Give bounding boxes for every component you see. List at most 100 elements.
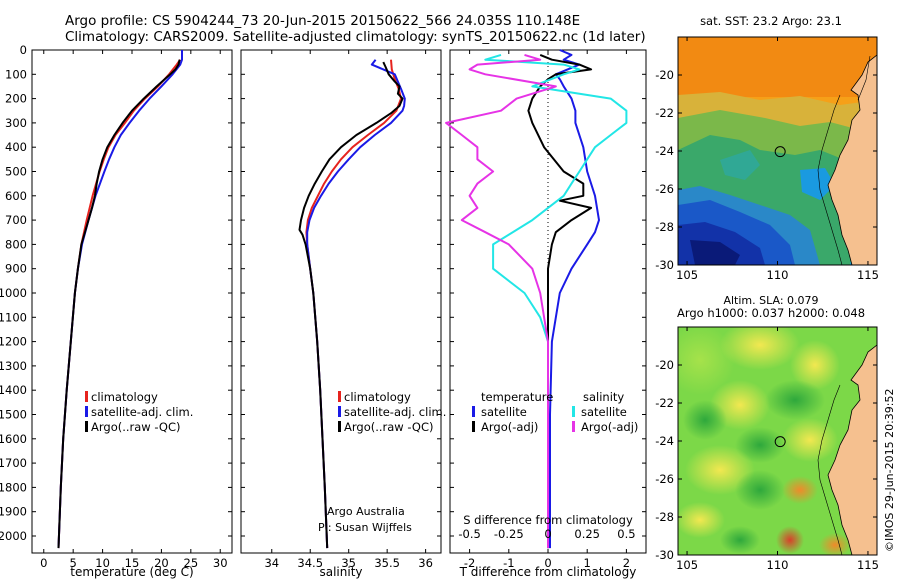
s-tick-label: 0.25 [574, 527, 600, 541]
series-line-argo-raw-qc- [57, 59, 181, 549]
legend-swatch-argo [338, 421, 341, 432]
sla-map: Altim. SLA: 0.079 Argo h1000: 0.037 h200… [655, 294, 879, 572]
argo-float-location-marker [774, 436, 786, 448]
y-tick-label: 200 [5, 92, 27, 106]
y-tick-label: 600 [5, 189, 27, 203]
legend-label-climatology: climatology [91, 390, 158, 404]
x-tick-label: 25 [184, 556, 199, 570]
sla-map-title: Altim. SLA: 0.079 [723, 294, 818, 307]
salinity-x-axis: 34 34.5 35 35.5 36 [264, 50, 433, 570]
legend-label-argo: Argo(..raw -QC) [91, 420, 181, 434]
difference-legend: temperature salinity satellite Argo(-adj… [472, 390, 638, 434]
argo-australia-note: Argo Australia [327, 505, 405, 518]
x-tick-label: 30 [213, 556, 228, 570]
temperature-x-label: temperature (deg C) [70, 565, 193, 579]
y-tick-label: 400 [5, 140, 27, 154]
x-tick-label: 0 [40, 556, 47, 570]
x-tick-label: 36 [418, 556, 433, 570]
argo-float-location-marker [774, 146, 786, 158]
y-tick-label: 500 [5, 164, 27, 178]
map-y-tick-label: -22 [655, 106, 674, 120]
y-tick-label: 1000 [0, 286, 27, 300]
australia-coast-land [827, 54, 877, 265]
salinity-series [298, 59, 406, 549]
x-tick-label: -2 [464, 556, 475, 570]
imos-credit: ©IMOS 29-Jun-2015 20:39:52 [883, 388, 896, 552]
y-tick-label: 1800 [0, 480, 27, 494]
temperature-legend: climatology satellite-adj. clim. Argo(..… [85, 390, 193, 434]
difference-x-axis: -2 -1 0 1 2 [464, 50, 630, 570]
temperature-series [57, 50, 183, 549]
y-tick-label: 1600 [0, 432, 27, 446]
depth-axis: 0 100 200 300 400 500 600 700 800 900 1000 1100 1200… [0, 43, 232, 543]
y-tick-label: 700 [5, 213, 27, 227]
x-tick-label: -1 [503, 556, 514, 570]
series-line-salinity-satellite [484, 53, 628, 549]
map-y-tick-label: -30 [655, 258, 674, 272]
legend-label-temp-satellite: satellite [481, 405, 527, 419]
legend-header-temperature: temperature [481, 390, 553, 404]
s-tick-label: 0 [544, 527, 551, 541]
legend-swatch-argo [85, 421, 88, 432]
pi-note: PI: Susan Wijffels [318, 521, 412, 534]
sst-map: sat. SST: 23.2 Argo: 23.1 105 110 115 -20 -2… [655, 14, 879, 282]
legend-label-sal-argo: Argo(-adj) [581, 420, 638, 434]
map-y-tick-label: -26 [655, 182, 674, 196]
map-x-tick-label: 105 [676, 558, 698, 572]
temperature-axes-frame [31, 49, 233, 554]
sst-map-title: sat. SST: 23.2 Argo: 23.1 [700, 14, 842, 28]
s-tick-label: 0.5 [617, 527, 635, 541]
y-tick-label: 1700 [0, 456, 27, 470]
salinity-legend: climatology satellite-adj. clim. Argo(..… [338, 390, 446, 434]
map-x-tick-label: 110 [767, 558, 789, 572]
map-x-tick-label: 115 [857, 268, 879, 282]
salinity-panel: 34 34.5 35 35.5 36 climatology satellite-adj… [240, 49, 446, 579]
x-tick-label: 20 [154, 556, 169, 570]
y-tick-label: 1100 [0, 310, 27, 324]
legend-swatch-satellite-adj [338, 406, 341, 417]
map-y-tick-label: -20 [655, 358, 674, 372]
temperature-panel: 0100200300400500600700800900100011001200… [0, 43, 233, 579]
x-tick-label: 34 [264, 556, 279, 570]
salinity-y-ticks [241, 49, 441, 537]
y-tick-label: 1200 [0, 335, 27, 349]
y-tick-label: 1400 [0, 383, 27, 397]
legend-swatch-temp-argo [472, 421, 475, 432]
y-tick-label: 100 [5, 67, 27, 81]
x-tick-label: 2 [623, 556, 630, 570]
map-y-tick-label: -24 [655, 434, 674, 448]
y-tick-label: 1900 [0, 505, 27, 519]
x-tick-label: 5 [70, 556, 77, 570]
x-tick-label: 10 [95, 556, 110, 570]
legend-swatch-sal-satellite [572, 406, 575, 417]
map-y-tick-label: -28 [655, 510, 674, 524]
x-tick-label: 0 [544, 556, 551, 570]
legend-label-climatology: climatology [344, 390, 411, 404]
legend-swatch-temp-satellite [472, 406, 475, 417]
x-tick-label: 15 [125, 556, 140, 570]
figure-title-line-2: Climatology: CARS2009. Satellite-adjuste… [65, 29, 646, 45]
map-x-tick-label: 115 [857, 558, 879, 572]
y-tick-label: 800 [5, 237, 27, 251]
difference-y-ticks [450, 49, 646, 537]
y-tick-label: 900 [5, 262, 27, 276]
t-difference-label: T difference from climatology [459, 565, 637, 579]
x-tick-label: 1 [584, 556, 591, 570]
legend-header-salinity: salinity [583, 390, 624, 404]
map-y-tick-label: -20 [655, 68, 674, 82]
salinity-x-label: salinity [319, 565, 362, 579]
series-line-salinity-argo-adj- [445, 53, 557, 549]
legend-label-satellite-adj: satellite-adj. clim. [344, 405, 446, 419]
map-x-tick-label: 110 [767, 268, 789, 282]
series-line-argo-raw-qc- [298, 61, 404, 549]
legend-label-temp-argo: Argo(-adj) [481, 420, 538, 434]
legend-swatch-climatology [338, 391, 341, 402]
x-tick-label: 35 [341, 556, 356, 570]
australia-coast-land [827, 344, 877, 555]
map-x-tick-label: 105 [676, 268, 698, 282]
figure-title-line-1: Argo profile: CS 5904244_73 20-Jun-2015 … [65, 13, 581, 29]
map-y-tick-label: -26 [655, 472, 674, 486]
sla-map-axes: 105 110 115 -20 -22 -24 -26 -28 -30 [655, 327, 879, 572]
bathymetry-contour [817, 384, 843, 555]
